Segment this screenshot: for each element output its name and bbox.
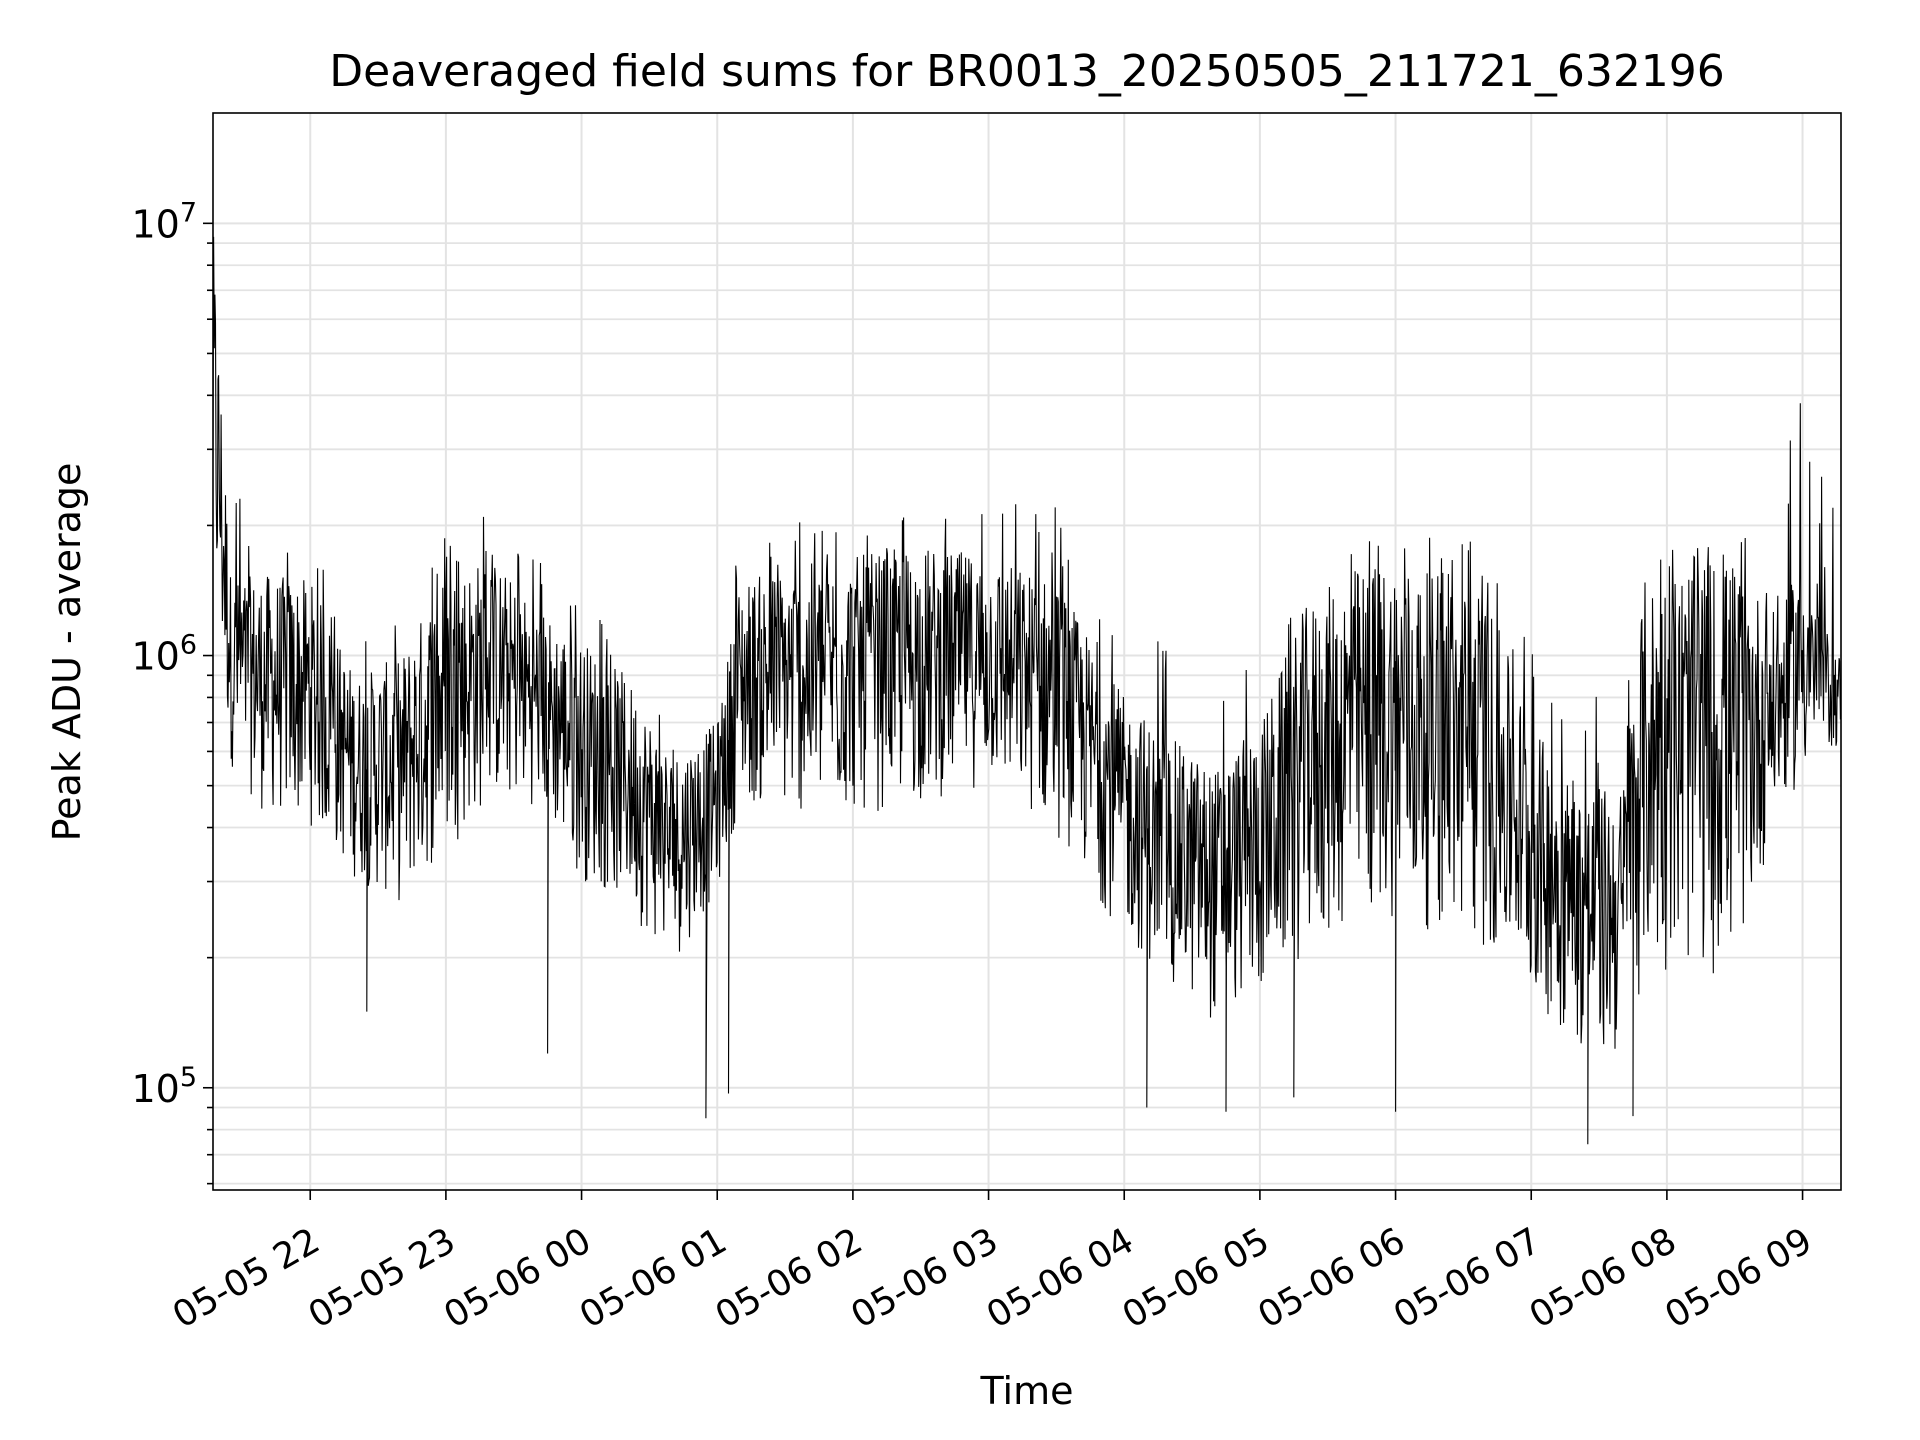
x-axis-label: Time: [980, 1369, 1074, 1413]
y-axis-label: Peak ADU - average: [45, 463, 89, 842]
y-tick-label: 107: [131, 197, 197, 246]
chart-title: Deaveraged field sums for BR0013_2025050…: [329, 46, 1725, 97]
series-line: [213, 236, 1841, 1145]
plot-frame: [212, 112, 1842, 1191]
series-trace: [213, 236, 1841, 1145]
y-axis: 105 106 107: [131, 197, 213, 1185]
y-tick-label: 106: [131, 630, 197, 679]
y-tick-label: 105: [131, 1062, 197, 1111]
